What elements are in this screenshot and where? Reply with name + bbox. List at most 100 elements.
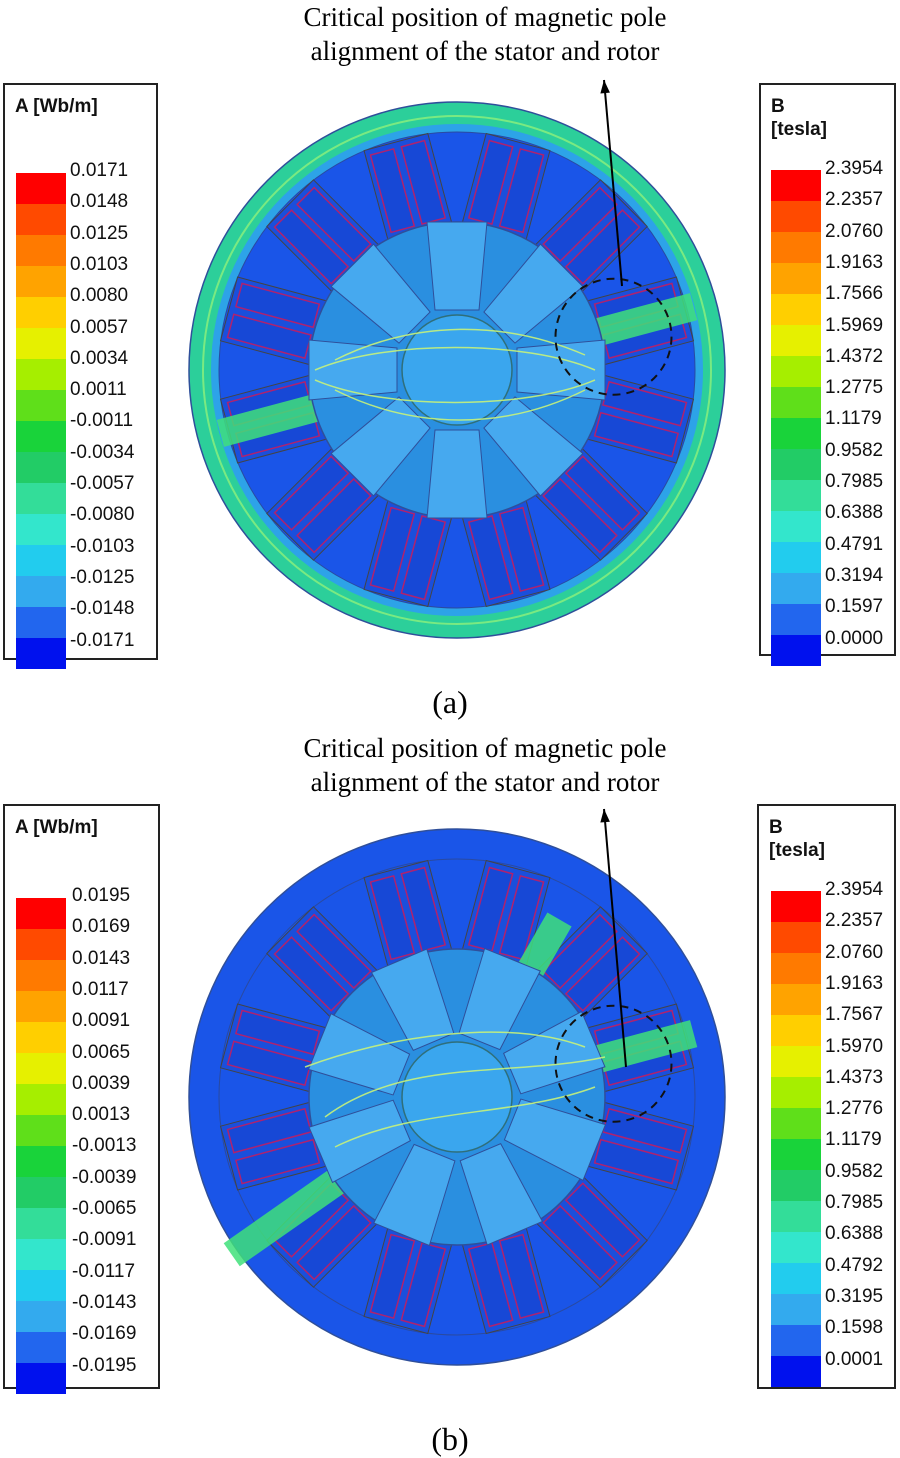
- coil: [564, 455, 641, 531]
- arrow-head: [600, 809, 610, 823]
- coil: [498, 874, 545, 961]
- rotor-pole: [503, 1098, 607, 1181]
- flux-line: [334, 1086, 596, 1148]
- rotor-pole: [426, 221, 488, 311]
- legend-tick-label: -0.0143: [72, 1291, 137, 1313]
- colorbar-segment: [771, 1201, 821, 1232]
- legend-tick-label: 0.0065: [72, 1041, 131, 1063]
- critical-position-circle: [554, 1004, 673, 1123]
- legend-tick-label: 1.5969: [825, 314, 884, 336]
- coil: [542, 913, 618, 990]
- colorbar-segment: [771, 1325, 821, 1356]
- flux-line: [314, 379, 596, 404]
- panel-b: Critical position of magnetic pole align…: [0, 729, 900, 1457]
- stator-slot: [460, 859, 551, 971]
- stator-slot: [363, 859, 454, 971]
- coil: [273, 936, 350, 1012]
- stator-slot: [266, 444, 383, 561]
- legend-tick-label: 0.0117: [72, 978, 129, 1000]
- legend-tick-label: -0.0034: [70, 441, 135, 463]
- colorbar-segment: [16, 266, 66, 297]
- coil: [498, 506, 545, 593]
- rotor-pole: [370, 948, 455, 1052]
- stator-slot: [583, 373, 695, 464]
- coil: [400, 515, 447, 601]
- stator-slot: [460, 1223, 551, 1335]
- legend-tick-label: 1.2775: [825, 377, 884, 399]
- coil: [400, 866, 447, 952]
- panel-a: Critical position of magnetic pole align…: [0, 0, 900, 728]
- legend-tick-label: 1.4373: [825, 1066, 884, 1088]
- annotation-text: Critical position of magnetic pole align…: [180, 0, 790, 68]
- colorbar-segment: [771, 1232, 821, 1263]
- colorbar-segment: [771, 604, 821, 635]
- colorbar-segment: [16, 898, 66, 929]
- coil: [226, 1107, 312, 1154]
- shaft: [401, 314, 513, 426]
- coil: [400, 139, 447, 225]
- annotation-line-1: Critical position of magnetic pole: [303, 733, 667, 763]
- flux-line: [202, 115, 712, 625]
- coil: [564, 209, 641, 285]
- legend-tick-label: 0.7985: [825, 471, 884, 492]
- colorbar-segment: [771, 511, 821, 542]
- colorbar-segment: [16, 328, 66, 359]
- coil: [542, 1204, 618, 1281]
- arrow-line: [603, 808, 627, 1068]
- coil: [467, 1242, 514, 1328]
- colorbar-segment: [771, 418, 821, 449]
- legend-tick-label: 2.2357: [825, 189, 884, 211]
- colorbar-segment: [16, 1363, 66, 1394]
- legend-tick-label: 0.0103: [70, 253, 129, 275]
- stator-slot: [363, 132, 454, 244]
- legend-tick-label: 0.0000: [825, 627, 884, 649]
- colorbar-segment: [771, 325, 821, 356]
- legend-tick-label: 0.7985: [825, 1192, 884, 1213]
- legend-b-colorbar: [771, 891, 821, 1387]
- rotor-pole: [458, 947, 541, 1051]
- pole-shape: [373, 1143, 456, 1247]
- pole-shape: [502, 1010, 606, 1095]
- colorbar-segment: [771, 891, 821, 922]
- legend-tick-label: 0.0143: [72, 947, 131, 969]
- legend-tick-label: -0.0039: [72, 1166, 137, 1188]
- coil: [234, 1138, 321, 1185]
- legend-tick-label: 0.6388: [825, 502, 884, 524]
- rotor-pole: [330, 243, 431, 344]
- legend-tick-label: 0.0034: [70, 347, 129, 369]
- colorbar-segment: [771, 922, 821, 953]
- colorbar-segment: [16, 545, 66, 576]
- legend-tick-label: -0.0011: [70, 410, 134, 432]
- pole-shape: [503, 1098, 607, 1181]
- colorbar-segment: [16, 390, 66, 421]
- colorbar-segment: [16, 1239, 66, 1270]
- colorbar-segment: [771, 1108, 821, 1139]
- colorbar-segment: [16, 991, 66, 1022]
- stator-slot: [266, 906, 383, 1023]
- colorbar-segment: [771, 1046, 821, 1077]
- legend-b-title: B [tesla]: [771, 95, 827, 141]
- coil: [593, 411, 680, 458]
- coil: [226, 313, 312, 360]
- legend-tick-label: 0.0080: [70, 285, 129, 307]
- caption-a: (a): [432, 684, 468, 720]
- coil: [369, 874, 416, 961]
- legend-tick-label: 1.9163: [825, 972, 884, 994]
- legend-a-title: A [Wb/m]: [15, 96, 98, 117]
- colorbar-segment: [771, 294, 821, 325]
- legend-b-title: B [tesla]: [769, 816, 825, 862]
- rotor-pole: [308, 339, 398, 401]
- legend-tick-label: 2.2357: [825, 910, 884, 932]
- legend-tick-label: 1.1179: [825, 408, 882, 430]
- legend-a-field: A [Wb/m] 0.0171 0.0148 0.0125 0.0103 0.0080 0…: [3, 83, 158, 669]
- legend-tick-label: -0.0148: [70, 598, 135, 620]
- legend-tick-label: -0.0169: [72, 1323, 137, 1345]
- rotor-pole: [373, 1143, 456, 1247]
- coil: [273, 455, 350, 531]
- coil: [369, 1233, 416, 1320]
- colorbar-segment: [771, 480, 821, 511]
- stator-slot: [363, 496, 454, 608]
- legend-b-colorbar: [771, 170, 821, 666]
- colorbar-segment: [771, 984, 821, 1015]
- colorbar-segment: [771, 170, 821, 201]
